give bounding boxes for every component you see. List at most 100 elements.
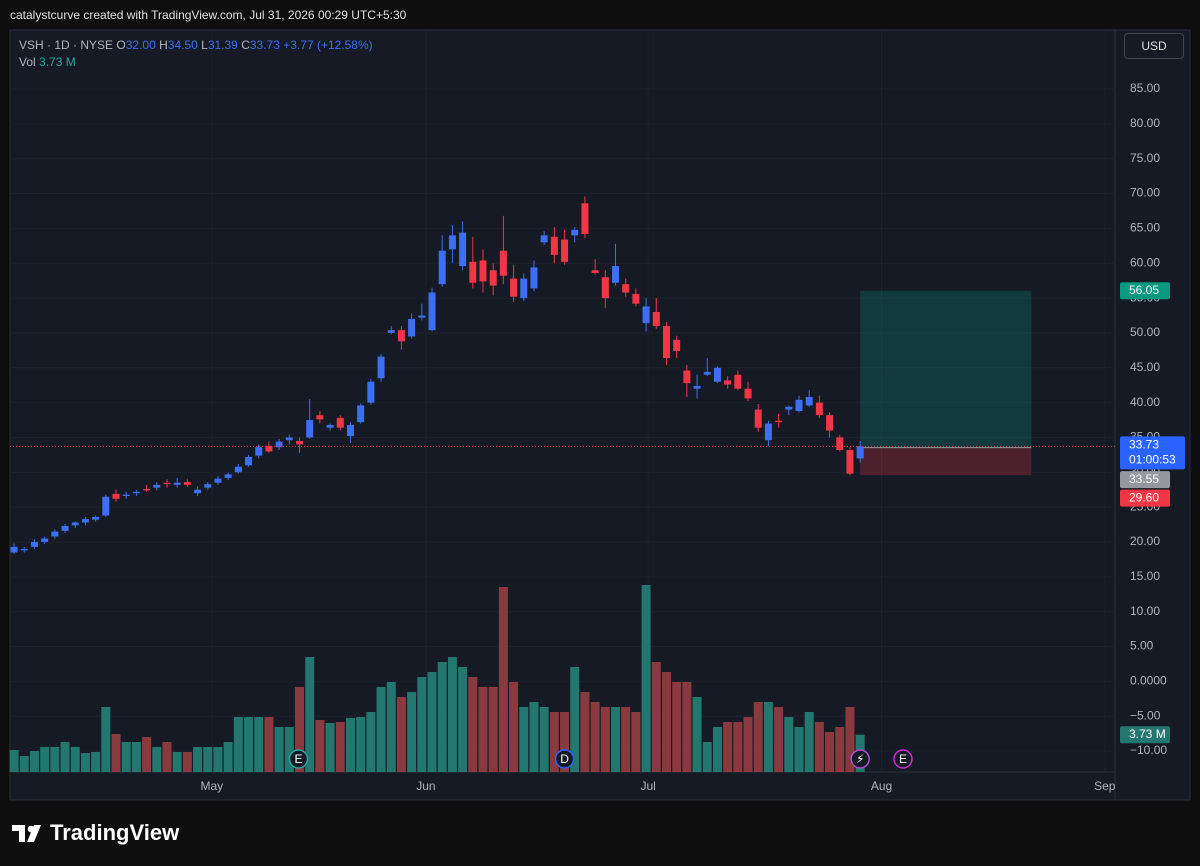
volume-bar	[560, 712, 570, 772]
candle-body	[459, 232, 467, 267]
volume-bar	[131, 742, 141, 772]
volume-bar	[407, 692, 417, 772]
volume-bar	[254, 717, 264, 772]
candle-body	[51, 531, 59, 537]
entry-label-bg	[1120, 471, 1170, 489]
y-tick-label: −10.00	[1130, 743, 1167, 757]
volume-bar	[743, 717, 753, 772]
volume-bar	[295, 687, 305, 772]
candle-body	[265, 445, 273, 452]
volume-bar	[478, 687, 488, 772]
candle-body	[571, 229, 579, 236]
volume-bar	[152, 747, 162, 772]
currency-button[interactable]: USD	[1124, 33, 1184, 59]
y-tick-label: 70.00	[1130, 186, 1160, 200]
volume-bar	[213, 747, 223, 772]
y-tick-label: 5.00	[1130, 639, 1154, 653]
volume-bar	[193, 747, 203, 772]
y-tick-label: 15.00	[1130, 569, 1160, 583]
volume-bar	[284, 727, 294, 772]
volume-bar	[753, 702, 763, 772]
candle-body	[306, 420, 314, 438]
candle-body	[622, 284, 630, 293]
y-tick-label: 0.0000	[1130, 674, 1167, 688]
volume-bar	[661, 672, 671, 772]
candle-body	[826, 415, 834, 431]
volume-bar	[9, 750, 19, 772]
candle-body	[561, 239, 569, 262]
candle-body	[92, 516, 100, 520]
candle-body	[173, 482, 181, 485]
volume-bar	[101, 707, 111, 772]
volume-bar	[111, 734, 121, 772]
y-tick-label: 80.00	[1130, 116, 1160, 130]
volume-bar	[335, 722, 345, 772]
candle-body	[255, 447, 263, 456]
target-label-bg	[1120, 282, 1170, 300]
volume-bar	[396, 697, 406, 772]
candle-body	[377, 356, 385, 379]
candle-body	[326, 424, 334, 428]
candle-body	[632, 293, 640, 304]
volume-bar	[641, 585, 651, 772]
volume-bar	[580, 692, 590, 772]
volume-bar	[223, 742, 233, 772]
volume-bar	[804, 712, 814, 772]
volume-bar	[825, 732, 835, 772]
stop-label-text: 29.60	[1129, 490, 1159, 504]
volume-bar	[305, 657, 315, 772]
volume-bar	[498, 587, 508, 772]
candle-body	[245, 456, 253, 466]
volume-bar	[611, 707, 621, 772]
candle-body	[132, 491, 140, 494]
volume-bar	[29, 751, 39, 772]
candle-body	[61, 525, 69, 531]
event-marker	[893, 749, 913, 769]
candle-body	[234, 466, 242, 473]
stop-label: 29.60	[1120, 489, 1170, 507]
volume-bar	[692, 697, 702, 772]
volume-bar	[468, 677, 478, 772]
candle-body	[693, 385, 701, 389]
candle-body	[479, 260, 487, 282]
candle-body	[214, 478, 222, 483]
candle-body	[275, 441, 283, 448]
candle-body	[10, 546, 18, 553]
x-tick-label: Sep	[1094, 779, 1116, 793]
event-label: E	[899, 752, 907, 766]
high: 34.50	[167, 38, 198, 52]
candle-body	[387, 330, 395, 333]
candle-body	[418, 315, 426, 318]
candle-body	[601, 277, 609, 299]
volume-bar	[366, 712, 376, 772]
volume-bar	[590, 702, 600, 772]
candle-body	[530, 267, 538, 289]
volume-bar	[50, 747, 60, 772]
candle-body	[71, 522, 79, 526]
candle-body	[122, 494, 130, 497]
volume-bar	[621, 707, 631, 772]
candle-body	[510, 278, 518, 297]
candle-body	[591, 270, 599, 274]
event-marker	[554, 749, 575, 769]
volume-bar	[345, 718, 355, 772]
l-key: L	[201, 38, 208, 52]
candle-body	[428, 292, 436, 331]
volume-bar	[60, 742, 70, 772]
y-tick-label: −5.00	[1130, 708, 1161, 722]
candle-body	[143, 489, 151, 491]
credit: catalystcurve created with TradingView.c…	[10, 8, 407, 22]
candle-body	[102, 496, 110, 516]
volume-bar	[274, 727, 284, 772]
candle-body	[612, 266, 620, 283]
volume-bar	[774, 707, 784, 772]
volume-bar	[519, 707, 529, 772]
y-tick-label: 60.00	[1130, 255, 1160, 269]
volume-bar	[733, 722, 743, 772]
volume-bar	[458, 667, 468, 772]
volume-bar	[325, 723, 335, 772]
target-zone	[860, 290, 1032, 448]
candle-body	[754, 409, 762, 428]
volume-bar	[417, 677, 427, 772]
